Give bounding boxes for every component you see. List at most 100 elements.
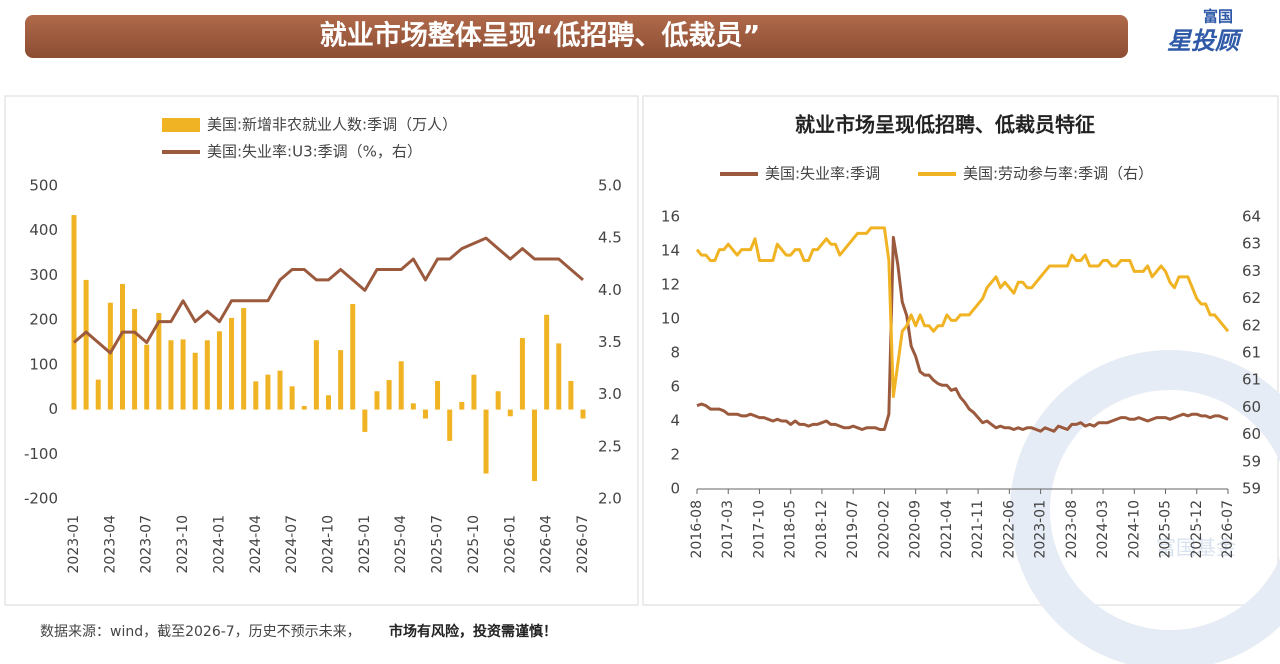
bar xyxy=(119,283,125,410)
x-tick-label: 2019-07 xyxy=(845,500,861,559)
y2-tick-label: 4.5 xyxy=(598,229,622,247)
x-tick-label: 2023-01 xyxy=(66,515,82,574)
x-tick-label: 2018-05 xyxy=(783,500,799,559)
x-tick-label: 2016-08 xyxy=(689,500,705,559)
bar xyxy=(277,370,283,410)
y2-tick-label: 61 xyxy=(1242,371,1261,389)
y2-tick-label: 4.0 xyxy=(598,281,622,299)
x-tick-label: 2025-01 xyxy=(357,515,373,574)
x-tick-label: 2017-10 xyxy=(751,500,767,559)
y-tick-label: -200 xyxy=(24,490,58,508)
y2-tick-label: 59 xyxy=(1242,452,1261,470)
bar xyxy=(289,386,295,410)
bar xyxy=(507,409,513,417)
watermark: 富国基金 xyxy=(1156,536,1236,560)
y-tick-label: 10 xyxy=(661,310,680,328)
y2-tick-label: 63 xyxy=(1242,262,1261,280)
bar xyxy=(180,339,186,410)
x-tick-label: 2025-05 xyxy=(1158,500,1174,559)
x-tick-label: 2024-10 xyxy=(321,515,337,574)
y-tick-label: 4 xyxy=(670,412,680,430)
bar xyxy=(422,409,428,419)
bar xyxy=(410,403,416,410)
line-series xyxy=(696,235,1229,433)
y2-tick-label: 61 xyxy=(1242,344,1261,362)
bar xyxy=(374,391,380,410)
bar xyxy=(313,340,319,410)
legend-label: 美国:失业率:U3:季调（%，右） xyxy=(207,143,422,161)
bar xyxy=(301,405,307,410)
x-tick-label: 2023-04 xyxy=(102,515,118,574)
footer-source: 数据来源：wind，截至2026-7，历史不预示未来， xyxy=(40,624,361,640)
bar xyxy=(265,374,271,410)
legend-label: 美国:新增非农就业人数:季调（万人） xyxy=(207,116,457,134)
bar xyxy=(580,409,586,419)
y2-tick-label: 3.0 xyxy=(598,385,622,403)
chart-title: 就业市场呈现低招聘、低裁员特征 xyxy=(795,113,1095,137)
bar xyxy=(229,317,235,410)
bar xyxy=(192,352,198,410)
bar xyxy=(447,409,453,441)
x-tick-label: 2024-10 xyxy=(1126,500,1142,559)
left-panel xyxy=(4,95,639,606)
bar xyxy=(483,409,489,474)
y-tick-label: 100 xyxy=(29,355,58,373)
bar xyxy=(495,391,501,410)
x-tick-label: 2020-09 xyxy=(908,500,924,559)
bar xyxy=(519,338,525,410)
legend-label: 美国:失业率:季调 xyxy=(765,165,880,183)
line-series xyxy=(73,236,584,355)
bar xyxy=(132,308,138,410)
y2-tick-label: 63 xyxy=(1242,235,1261,253)
bar xyxy=(95,379,101,410)
bar xyxy=(216,331,222,410)
x-tick-label: 2026-04 xyxy=(539,515,555,574)
logo-top: 富国 xyxy=(1203,8,1233,26)
x-tick-label: 2026-07 xyxy=(1220,500,1236,559)
x-tick-label: 2020-02 xyxy=(876,500,892,559)
y-tick-label: 16 xyxy=(661,208,680,226)
y-tick-label: 0 xyxy=(48,400,58,418)
logo-main: 星投顾 xyxy=(1167,27,1244,55)
bar xyxy=(459,401,465,410)
y-tick-label: 2 xyxy=(670,446,680,464)
x-tick-label: 2021-11 xyxy=(970,500,986,559)
y-tick-label: 14 xyxy=(661,242,680,260)
line-series xyxy=(695,226,1230,399)
y2-tick-label: 62 xyxy=(1242,289,1261,307)
bar xyxy=(71,215,77,410)
x-tick-label: 2022-06 xyxy=(1001,500,1017,559)
bar xyxy=(350,304,356,410)
x-tick-label: 2025-12 xyxy=(1189,500,1205,559)
y2-tick-label: 60 xyxy=(1242,398,1261,416)
x-tick-label: 2026-07 xyxy=(575,515,591,574)
header-title: 就业市场整体呈现“低招聘、低裁员” xyxy=(320,20,761,52)
footer-warning: 市场有风险，投资需谨慎！ xyxy=(389,623,557,640)
bar xyxy=(204,340,210,410)
bar xyxy=(241,308,247,410)
x-tick-label: 2024-07 xyxy=(284,515,300,574)
x-tick-label: 2024-01 xyxy=(211,515,227,574)
bar xyxy=(544,314,550,410)
legend-swatch xyxy=(162,118,200,132)
bar xyxy=(568,380,574,410)
bar xyxy=(168,340,174,410)
y2-tick-label: 64 xyxy=(1242,208,1261,226)
y2-tick-label: 2.0 xyxy=(598,490,622,508)
x-tick-label: 2025-07 xyxy=(430,515,446,574)
y-tick-label: 0 xyxy=(670,480,680,498)
y2-tick-label: 5.0 xyxy=(598,177,622,195)
legend-label: 美国:劳动参与率:季调（右） xyxy=(963,165,1153,183)
bar xyxy=(338,350,344,410)
bar xyxy=(83,279,89,410)
x-tick-label: 2026-01 xyxy=(502,515,518,574)
x-tick-label: 2025-10 xyxy=(466,515,482,574)
right-panel xyxy=(642,95,1279,606)
y2-tick-label: 2.5 xyxy=(598,437,622,455)
bar xyxy=(326,395,331,410)
y-tick-label: 400 xyxy=(29,221,58,239)
header-banner xyxy=(25,15,1128,58)
y-tick-label: 6 xyxy=(670,378,680,396)
x-tick-label: 2017-03 xyxy=(720,500,736,559)
